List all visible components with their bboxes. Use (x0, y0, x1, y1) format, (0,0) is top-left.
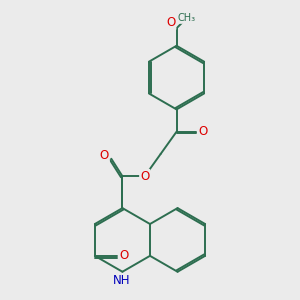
Text: O: O (119, 249, 129, 262)
Text: O: O (140, 170, 149, 183)
Text: O: O (198, 125, 207, 138)
Text: NH: NH (113, 274, 130, 287)
Text: CH₃: CH₃ (178, 13, 196, 23)
Text: O: O (100, 149, 109, 162)
Text: O: O (166, 16, 176, 29)
